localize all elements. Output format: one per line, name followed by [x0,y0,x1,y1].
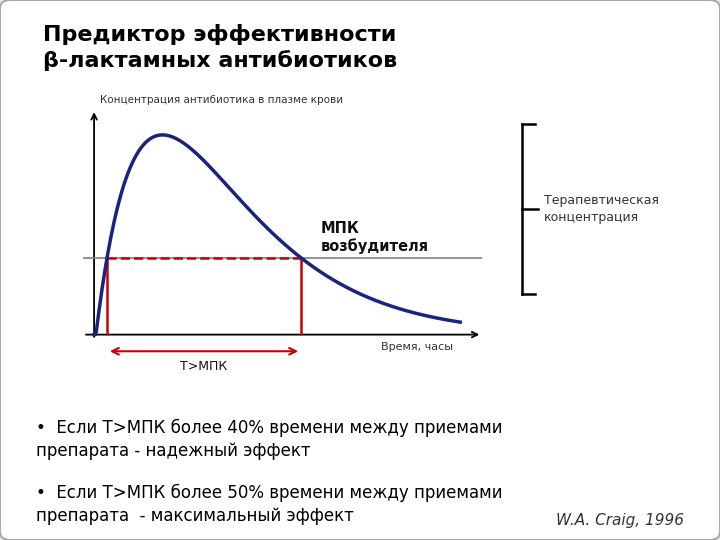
Text: W.A. Craig, 1996: W.A. Craig, 1996 [556,513,684,528]
Text: Время, часы: Время, часы [381,342,453,352]
Text: Концентрация антибиотика в плазме крови: Концентрация антибиотика в плазме крови [99,96,343,105]
Text: •  Если Т>МПК более 40% времени между приемами
препарата - надежный эффект: • Если Т>МПК более 40% времени между при… [36,418,503,460]
Text: МПК
возбудителя: МПК возбудителя [321,221,429,254]
Text: Терапевтическая
концентрация: Терапевтическая концентрация [544,194,659,224]
Text: •  Если Т>МПК более 50% времени между приемами
препарата  - максимальный эффект: • Если Т>МПК более 50% времени между при… [36,483,503,525]
Text: Предиктор эффективности
β-лактамных антибиотиков: Предиктор эффективности β-лактамных анти… [43,24,397,71]
Text: Т>МПК: Т>МПК [181,360,228,373]
